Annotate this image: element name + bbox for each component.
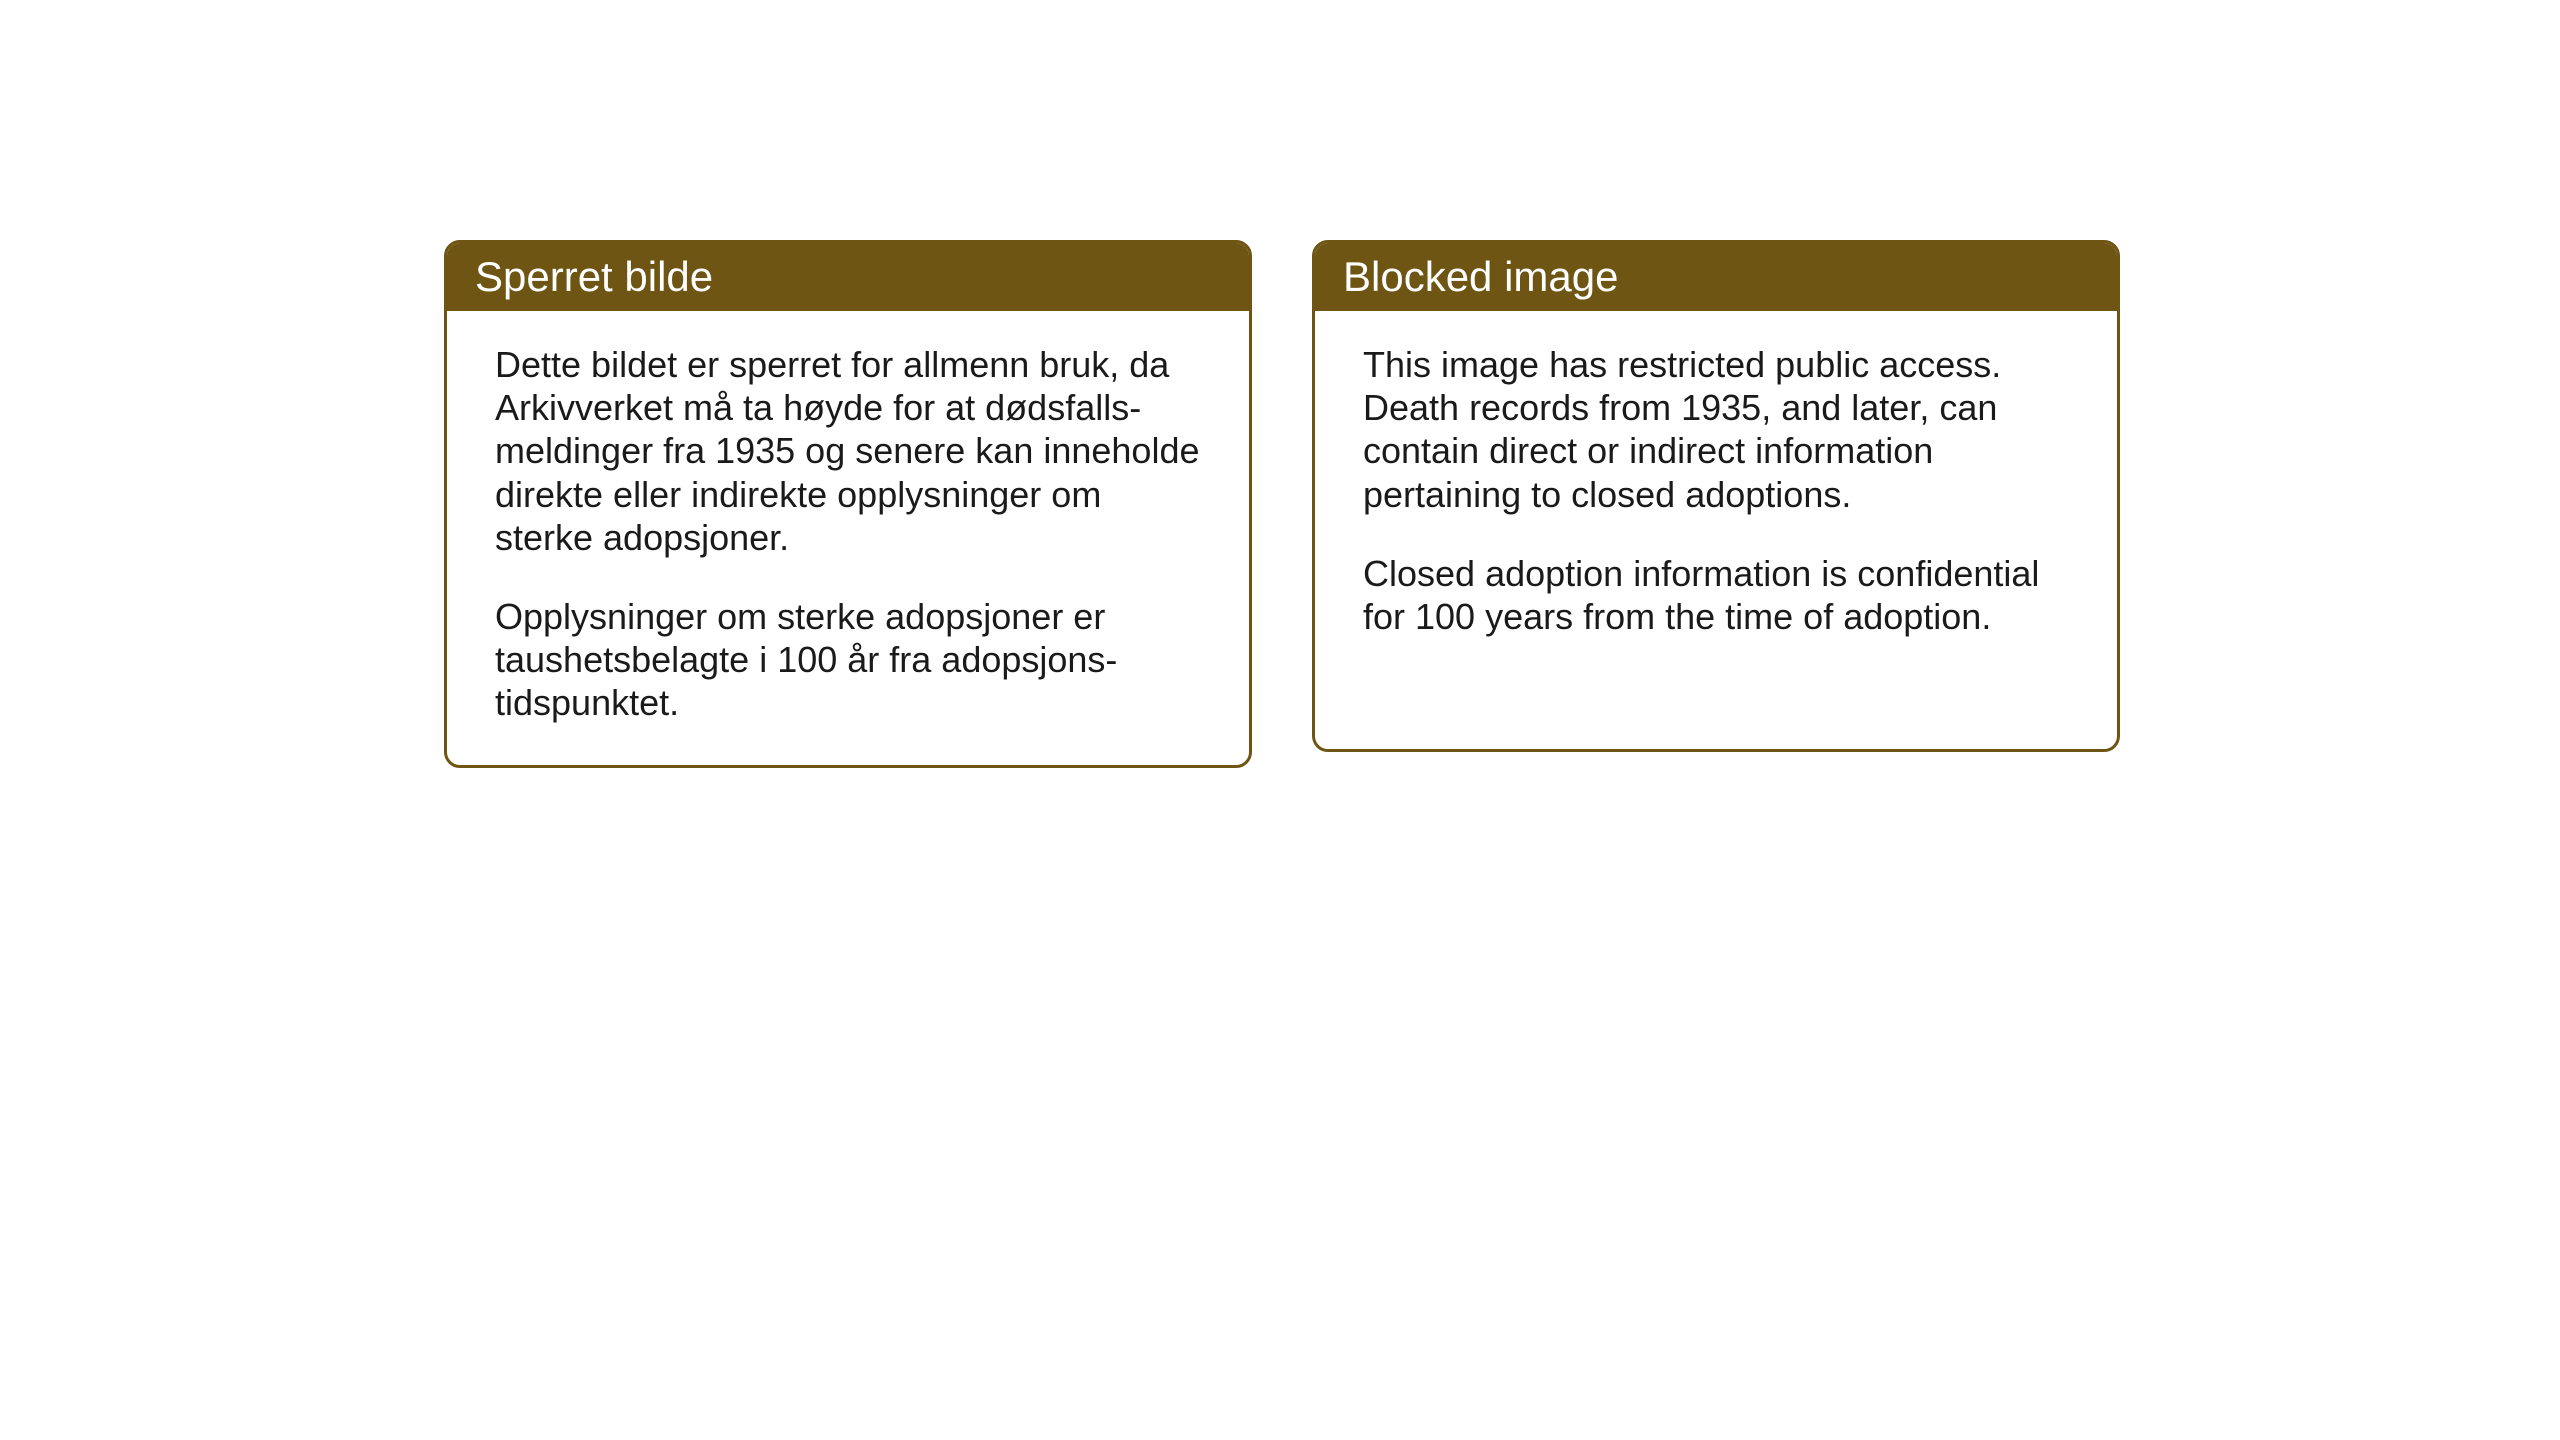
card-norwegian-paragraph-2: Opplysninger om sterke adopsjoner er tau… [495, 595, 1201, 725]
card-english-body: This image has restricted public access.… [1315, 311, 2117, 678]
card-norwegian-paragraph-1: Dette bildet er sperret for allmenn bruk… [495, 343, 1201, 559]
card-norwegian-header: Sperret bilde [447, 243, 1249, 311]
card-english-title: Blocked image [1343, 253, 1618, 300]
card-norwegian-title: Sperret bilde [475, 253, 713, 300]
card-norwegian: Sperret bilde Dette bildet er sperret fo… [444, 240, 1252, 768]
card-english-paragraph-2: Closed adoption information is confident… [1363, 552, 2069, 638]
card-english: Blocked image This image has restricted … [1312, 240, 2120, 752]
card-english-paragraph-1: This image has restricted public access.… [1363, 343, 2069, 516]
card-norwegian-body: Dette bildet er sperret for allmenn bruk… [447, 311, 1249, 765]
cards-container: Sperret bilde Dette bildet er sperret fo… [444, 240, 2120, 768]
card-english-header: Blocked image [1315, 243, 2117, 311]
